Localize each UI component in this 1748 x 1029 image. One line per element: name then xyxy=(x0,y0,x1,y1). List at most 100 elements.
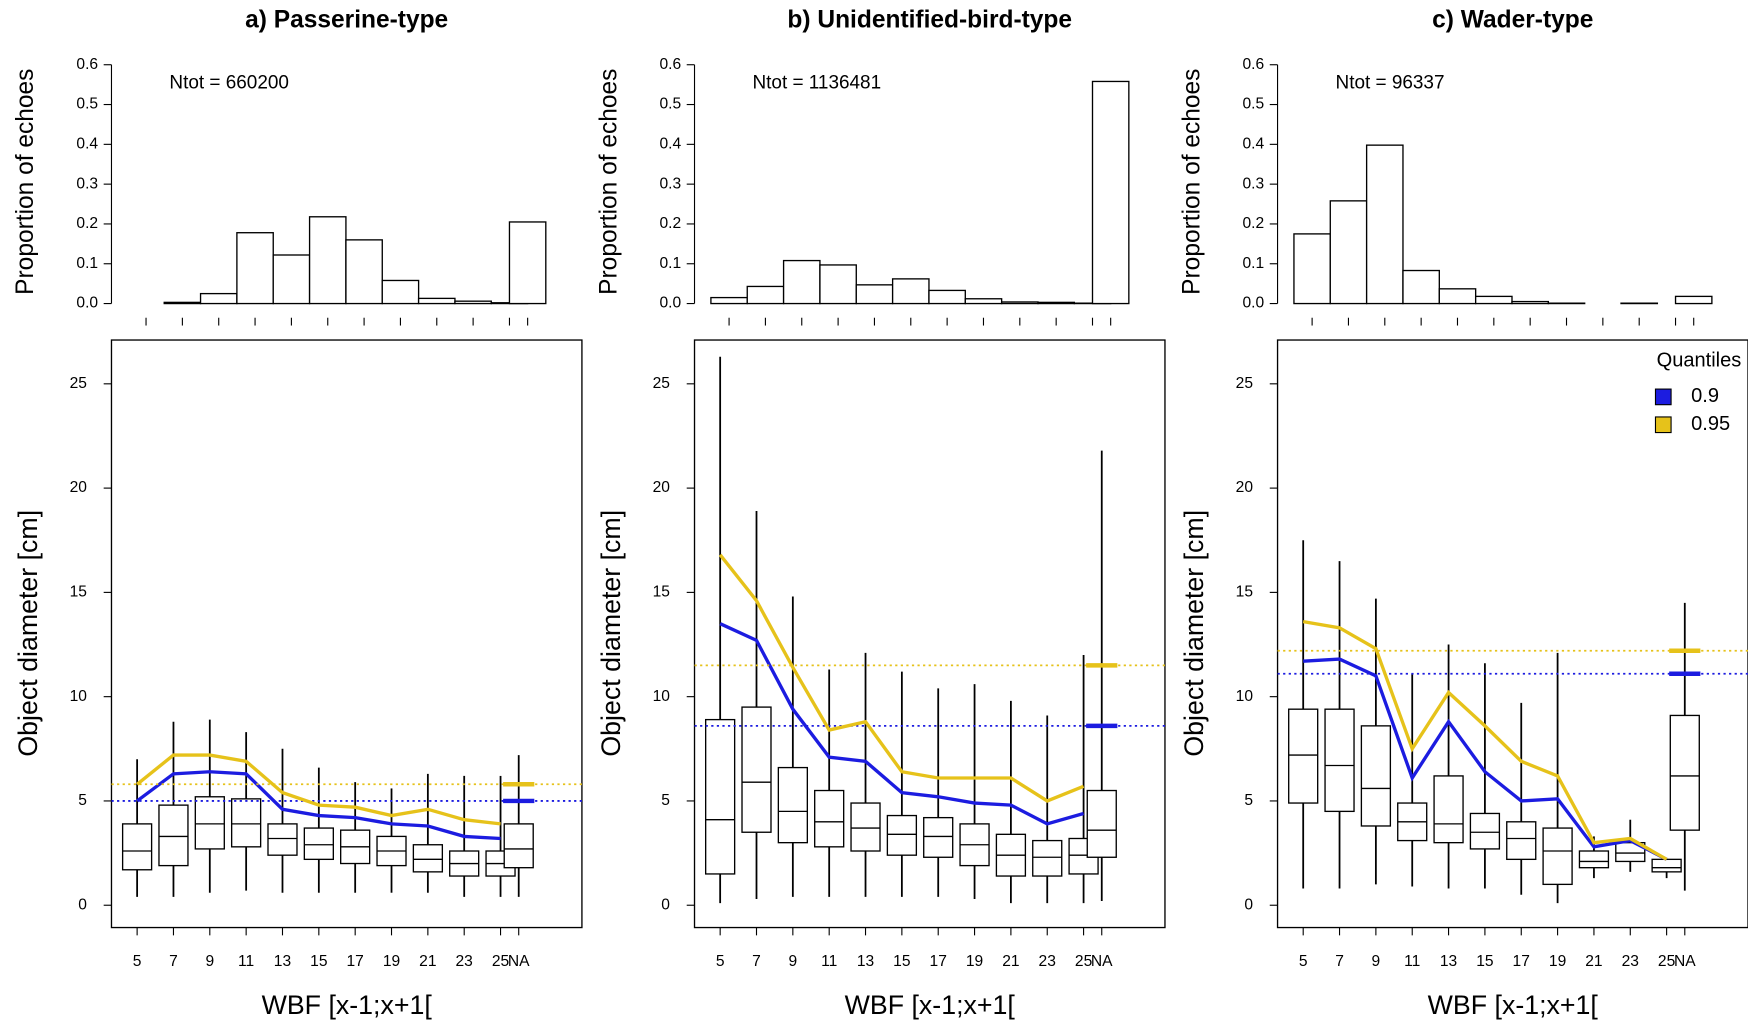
y-tick-label: 0.1 xyxy=(76,255,98,272)
y-tick-label: 0.4 xyxy=(1242,135,1264,152)
x-tick-label: 25 xyxy=(1075,953,1093,970)
y-tick-label: 10 xyxy=(70,688,88,705)
y-tick-label: 0.6 xyxy=(659,56,681,73)
plot-frame xyxy=(1276,339,1748,929)
y-axis-label: Proportion of echoes xyxy=(12,69,39,295)
plot-frame xyxy=(693,339,1166,929)
box xyxy=(1615,841,1646,863)
x-axis-label: WBF [x-1;x+1[ xyxy=(262,990,433,1020)
histogram-bar xyxy=(819,264,857,305)
quantile-line xyxy=(719,622,1085,826)
annotation: Ntot = 96337 xyxy=(1336,73,1445,94)
y-tick-label: 10 xyxy=(1236,688,1254,705)
box xyxy=(121,823,153,871)
histogram-bar xyxy=(1091,80,1130,305)
y-axis-label: Proportion of echoes xyxy=(1178,69,1205,295)
box xyxy=(1086,789,1117,858)
box xyxy=(1651,858,1682,873)
y-tick-label: 15 xyxy=(653,584,671,601)
histogram-bar xyxy=(782,259,821,305)
x-tick-label: 5 xyxy=(716,953,725,970)
x-tick-label: 25 xyxy=(492,953,510,970)
histogram-bar xyxy=(1365,144,1404,305)
quantile-line xyxy=(136,753,501,826)
x-tick-label: 13 xyxy=(274,953,291,970)
y-tick-label: 0.2 xyxy=(76,215,98,232)
panel-title: a) Passerine-type xyxy=(245,7,448,34)
x-tick-label: NA xyxy=(1091,953,1113,970)
box xyxy=(1506,821,1537,861)
annotation: Ntot = 1136481 xyxy=(752,73,881,94)
histogram-bar xyxy=(508,221,547,305)
x-tick-label: 15 xyxy=(310,953,328,970)
x-tick-label: 13 xyxy=(857,953,874,970)
histogram-bar xyxy=(746,285,785,305)
legend-label: 0.95 xyxy=(1691,413,1730,435)
histogram-bar xyxy=(928,289,966,305)
x-tick-label: 7 xyxy=(1335,953,1344,970)
box xyxy=(1324,708,1355,813)
histogram-bar xyxy=(710,296,748,305)
y-tick-label: 0 xyxy=(78,896,87,913)
box xyxy=(886,814,918,856)
x-tick-label: NA xyxy=(1674,953,1696,970)
y-tick-label: 0 xyxy=(661,896,670,913)
histogram-bar xyxy=(417,297,456,305)
box xyxy=(741,706,772,833)
histogram-bar xyxy=(199,292,238,305)
histogram-bar xyxy=(1037,301,1075,305)
x-tick-label: 9 xyxy=(205,953,214,970)
x-axis-label: WBF [x-1;x+1[ xyxy=(845,990,1016,1020)
y-axis-label: Object diameter [cm] xyxy=(13,510,43,757)
y-tick-label: 0.2 xyxy=(1242,215,1264,232)
box xyxy=(230,798,262,848)
x-tick-label: 5 xyxy=(1299,953,1308,970)
histogram-bar xyxy=(1474,295,1513,305)
x-tick-label: 7 xyxy=(169,953,178,970)
x-tick-label: 19 xyxy=(1549,953,1566,970)
y-tick-label: 0.6 xyxy=(1242,56,1264,73)
histogram-bar xyxy=(236,232,274,305)
histogram-bar xyxy=(381,279,420,305)
y-tick-label: 0.6 xyxy=(76,56,98,73)
legend-swatch xyxy=(1654,416,1672,434)
histogram-bar xyxy=(454,300,492,305)
box xyxy=(923,816,954,858)
y-tick-label: 20 xyxy=(1236,479,1254,496)
y-tick-label: 5 xyxy=(1244,792,1253,809)
y-tick-label: 0 xyxy=(1244,896,1253,913)
box xyxy=(303,827,334,861)
y-tick-label: 5 xyxy=(78,792,87,809)
x-tick-label: NA xyxy=(508,953,530,970)
quantile-line xyxy=(718,553,1085,803)
quantile-line xyxy=(1302,619,1668,861)
box xyxy=(1433,775,1464,844)
quantile-line xyxy=(1303,657,1668,861)
histogram-bar xyxy=(345,239,383,305)
x-tick-label: 17 xyxy=(1513,953,1530,970)
x-tick-label: 7 xyxy=(752,953,761,970)
y-tick-label: 15 xyxy=(1236,584,1254,601)
x-tick-label: 17 xyxy=(930,953,947,970)
x-tick-label: 23 xyxy=(1039,953,1056,970)
x-tick-label: 19 xyxy=(383,953,400,970)
box xyxy=(777,766,809,844)
box xyxy=(158,804,189,867)
panel-title: b) Unidentified-bird-type xyxy=(787,7,1072,34)
annotation: Ntot = 660200 xyxy=(169,73,289,94)
box xyxy=(704,718,736,875)
histogram-bar xyxy=(1329,200,1368,305)
x-tick-label: 15 xyxy=(1476,953,1494,970)
box xyxy=(1288,708,1319,804)
histogram-bar xyxy=(1000,301,1039,305)
histogram-bar xyxy=(1293,233,1331,305)
x-tick-label: 21 xyxy=(419,953,436,970)
y-tick-label: 0.2 xyxy=(659,215,681,232)
histogram-bar xyxy=(1674,295,1713,305)
x-tick-label: 11 xyxy=(238,953,254,970)
box xyxy=(1578,850,1610,869)
box xyxy=(1542,827,1573,886)
y-tick-label: 25 xyxy=(1236,375,1254,392)
